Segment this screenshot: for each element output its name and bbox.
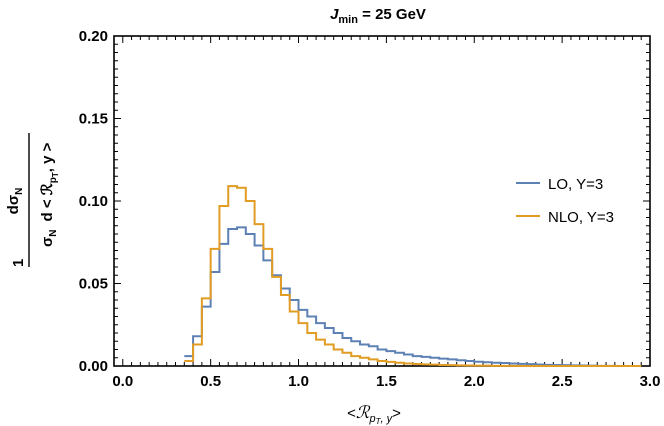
series-line-lo [184, 226, 642, 367]
y-label-den2-tail: , y > [39, 142, 56, 172]
chart-title-rest: = 25 GeV [358, 6, 426, 23]
x-tick-label: 1.0 [288, 373, 309, 390]
series-line-nlo [184, 185, 642, 367]
x-axis-label: <ℛpT, y> [347, 403, 401, 426]
y-tick-label: 0.20 [79, 28, 108, 45]
y-label-num: dσ [5, 195, 22, 214]
x-label-open: < [347, 405, 356, 422]
series-group [184, 185, 642, 367]
y-tick-label: 0.10 [79, 193, 108, 210]
y-label-den-sub: N [48, 230, 59, 237]
x-label-script: ℛ [356, 403, 371, 422]
chart-title-sub: min [338, 14, 358, 26]
y-label-den2: d < ℛ [39, 183, 56, 221]
plot-frame [113, 35, 651, 367]
y-label-num-sub: N [14, 188, 25, 195]
y-label-den2-subsub: T [51, 172, 60, 177]
x-label-sub1: p [368, 413, 375, 425]
x-label-close: > [392, 405, 401, 422]
x-label-sub2: T [376, 417, 382, 426]
legend-label-lo: LO, Y=3 [548, 176, 603, 193]
y-label-den: σ [39, 237, 56, 247]
axis-ticks [113, 35, 651, 367]
x-tick-label: 2.0 [464, 373, 485, 390]
x-tick-label: 3.0 [640, 373, 661, 390]
tick-labels: 0.0 0.5 1.0 1.5 2.0 2.5 3.0 0.00 0.05 0.10 0.15 0.2… [79, 28, 661, 390]
chart-title: Jmin = 25 GeV [330, 6, 426, 26]
x-label-comma: , y [380, 413, 393, 425]
legend-label-nlo: NLO, Y=3 [548, 209, 614, 226]
x-tick-label: 0.0 [112, 373, 133, 390]
y-tick-label: 0.15 [79, 111, 108, 128]
y-label-numerator: dσN [5, 188, 25, 215]
chart-title-main: J [330, 6, 339, 23]
x-tick-label: 0.5 [200, 373, 221, 390]
legend: LO, Y=3 NLO, Y=3 [516, 176, 614, 226]
y-axis-label: 1 dσN σNd < ℛpT, y > [5, 133, 60, 267]
y-label-denominator: σNd < ℛpT, y > [39, 142, 60, 247]
y-tick-label: 0.00 [79, 358, 108, 375]
x-tick-label: 2.5 [552, 373, 573, 390]
x-tick-label: 1.5 [376, 373, 397, 390]
y-label-den2-sub: p [48, 177, 59, 183]
y-label-one: 1 [10, 259, 27, 267]
y-tick-label: 0.05 [79, 276, 108, 293]
